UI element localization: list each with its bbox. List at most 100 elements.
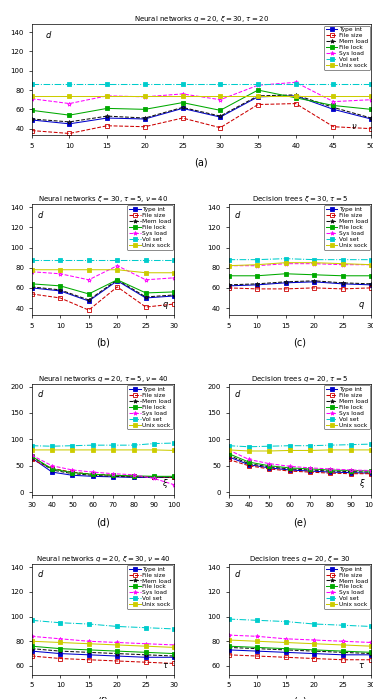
Legend: Type int, File size, Mem load, File lock, Sys load, Vol set, Unix sock: Type int, File size, Mem load, File lock… (324, 26, 370, 70)
Unix sock (328, 446, 333, 454)
File lock (144, 648, 148, 656)
Type int (256, 93, 260, 101)
Text: (c): (c) (293, 338, 306, 347)
Type int (29, 116, 34, 124)
Line: Mem load: Mem load (29, 647, 176, 658)
File size (105, 122, 109, 130)
Line: Type int: Type int (226, 648, 373, 657)
Mem load (29, 282, 34, 291)
Sys load (29, 451, 34, 459)
Type int (172, 473, 176, 482)
Vol set (152, 440, 156, 448)
File size (308, 468, 312, 476)
File size (331, 122, 336, 131)
Mem load (218, 112, 223, 120)
File size (256, 101, 260, 109)
Mem load (283, 278, 288, 286)
Line: Unix sock: Unix sock (29, 94, 373, 98)
Mem load (256, 92, 260, 100)
Line: File size: File size (226, 457, 373, 476)
Mem load (29, 115, 34, 123)
Unix sock (87, 640, 91, 648)
File size (226, 455, 231, 463)
Line: Vol set: Vol set (226, 442, 373, 449)
Type int (369, 651, 373, 659)
File lock (29, 280, 34, 288)
Vol set (247, 442, 251, 451)
Line: File size: File size (226, 653, 373, 662)
Unix sock (115, 266, 119, 274)
Line: Vol set: Vol set (29, 257, 176, 261)
Vol set (369, 255, 373, 264)
Legend: Type int, File size, Mem load, File lock, Sys load, Vol set, Unix sock: Type int, File size, Mem load, File lock… (127, 565, 173, 609)
File lock (283, 270, 288, 278)
File size (29, 652, 34, 661)
Unix sock (312, 640, 316, 648)
Type int (328, 468, 333, 476)
Sys load (369, 638, 373, 647)
Mem load (105, 112, 109, 120)
Sys load (369, 261, 373, 269)
File size (87, 306, 91, 315)
Unix sock (29, 637, 34, 645)
Text: $d$: $d$ (37, 568, 45, 579)
Vol set (67, 80, 72, 89)
File size (247, 461, 251, 470)
Mem load (312, 647, 316, 655)
Unix sock (267, 447, 272, 455)
Text: $d$: $d$ (37, 208, 45, 219)
Sys load (283, 635, 288, 643)
Vol set (283, 254, 288, 263)
Title: Neural networks $\xi=30$, $\tau=5$, $\nu=40$: Neural networks $\xi=30$, $\tau=5$, $\nu… (38, 194, 168, 204)
Unix sock (67, 92, 72, 100)
File size (29, 127, 34, 135)
File size (144, 658, 148, 666)
File lock (256, 86, 260, 94)
Type int (369, 281, 373, 289)
Line: Unix sock: Unix sock (226, 261, 373, 268)
Line: Unix sock: Unix sock (226, 638, 373, 648)
Title: Decision trees $q=20$, $\xi=30$: Decision trees $q=20$, $\xi=30$ (249, 554, 351, 563)
Unix sock (172, 446, 176, 454)
Vol set (111, 441, 115, 449)
Mem load (341, 648, 345, 656)
Vol set (70, 442, 75, 450)
File size (152, 473, 156, 481)
File lock (308, 465, 312, 473)
Type int (226, 646, 231, 654)
Unix sock (331, 92, 336, 100)
Mem load (331, 103, 336, 112)
File lock (142, 105, 147, 113)
Vol set (180, 80, 185, 89)
Unix sock (105, 92, 109, 100)
Unix sock (50, 446, 54, 454)
Unix sock (348, 446, 353, 454)
Unix sock (29, 266, 34, 274)
Type int (152, 473, 156, 482)
File size (255, 652, 259, 661)
File lock (288, 463, 292, 472)
Title: Neural networks $q=20$, $\xi=30$, $\tau=20$: Neural networks $q=20$, $\xi=30$, $\tau=… (134, 15, 269, 24)
Type int (50, 468, 54, 476)
File size (87, 656, 91, 664)
Type int (29, 454, 34, 462)
Vol set (255, 255, 259, 264)
Type int (70, 471, 75, 480)
Vol set (29, 616, 34, 624)
Sys load (369, 466, 373, 475)
Unix sock (58, 638, 62, 647)
Mem load (369, 114, 373, 122)
File size (29, 455, 34, 463)
Sys load (105, 92, 109, 100)
File size (288, 467, 292, 475)
Vol set (58, 255, 62, 264)
Sys load (50, 461, 54, 470)
Sys load (256, 81, 260, 89)
Unix sock (180, 92, 185, 100)
Sys load (267, 459, 272, 468)
Sys load (29, 632, 34, 640)
Unix sock (294, 92, 298, 100)
File size (369, 124, 373, 133)
Vol set (226, 615, 231, 624)
Mem load (87, 648, 91, 656)
